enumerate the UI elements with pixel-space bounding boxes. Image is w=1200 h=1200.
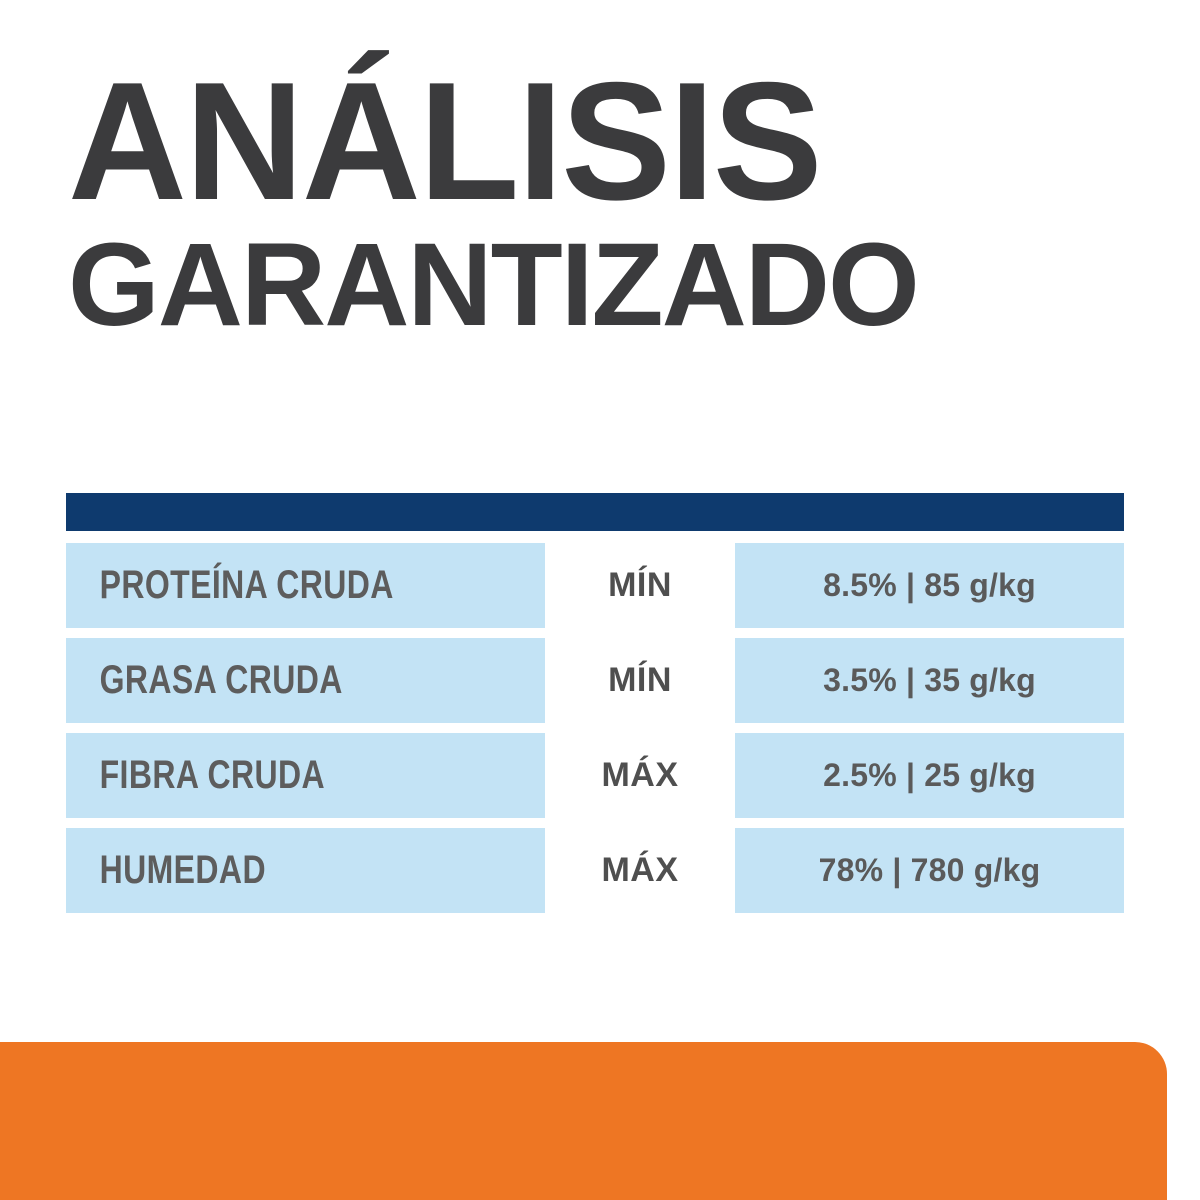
table-header-bar — [66, 493, 1124, 531]
limit-cell: MÍN — [545, 638, 735, 723]
nutrient-cell: PROTEÍNA CRUDA — [66, 543, 545, 628]
bottom-accent-band — [0, 1042, 1167, 1200]
nutrient-cell: HUMEDAD — [66, 828, 545, 913]
title-line-secondary: GARANTIZADO — [68, 218, 920, 351]
nutrient-cell: GRASA CRUDA — [66, 638, 545, 723]
value-cell: 3.5% | 35 g/kg — [735, 638, 1124, 723]
value-label: 3.5% | 35 g/kg — [823, 662, 1036, 698]
table-body: PROTEÍNA CRUDA MÍN 8.5% | 85 g/kg GRASA … — [66, 543, 1124, 913]
guaranteed-analysis-table: PROTEÍNA CRUDA MÍN 8.5% | 85 g/kg GRASA … — [66, 493, 1124, 913]
limit-cell: MÍN — [545, 543, 735, 628]
nutrient-label: PROTEÍNA CRUDA — [99, 563, 394, 607]
limit-cell: MÁX — [545, 733, 735, 818]
limit-label: MÁX — [601, 756, 679, 794]
table-row: PROTEÍNA CRUDA MÍN 8.5% | 85 g/kg — [66, 543, 1124, 628]
nutrient-cell: FIBRA CRUDA — [66, 733, 545, 818]
table-row: HUMEDAD MÁX 78% | 780 g/kg — [66, 828, 1124, 913]
limit-label: MÁX — [601, 851, 679, 889]
limit-label: MÍN — [608, 566, 672, 604]
value-label: 78% | 780 g/kg — [818, 852, 1041, 888]
value-cell: 78% | 780 g/kg — [735, 828, 1124, 913]
table-row: GRASA CRUDA MÍN 3.5% | 35 g/kg — [66, 638, 1124, 723]
table-row: FIBRA CRUDA MÁX 2.5% | 25 g/kg — [66, 733, 1124, 818]
nutrient-label: HUMEDAD — [99, 848, 266, 892]
nutrient-label: GRASA CRUDA — [99, 658, 343, 702]
page-title: ANÁLISIS GARANTIZADO — [68, 47, 1148, 351]
limit-cell: MÁX — [545, 828, 735, 913]
value-label: 2.5% | 25 g/kg — [823, 757, 1036, 793]
value-label: 8.5% | 85 g/kg — [823, 567, 1036, 603]
value-cell: 8.5% | 85 g/kg — [735, 543, 1124, 628]
title-line-primary: ANÁLISIS — [68, 47, 823, 235]
nutrient-label: FIBRA CRUDA — [99, 753, 326, 797]
value-cell: 2.5% | 25 g/kg — [735, 733, 1124, 818]
limit-label: MÍN — [608, 661, 672, 699]
